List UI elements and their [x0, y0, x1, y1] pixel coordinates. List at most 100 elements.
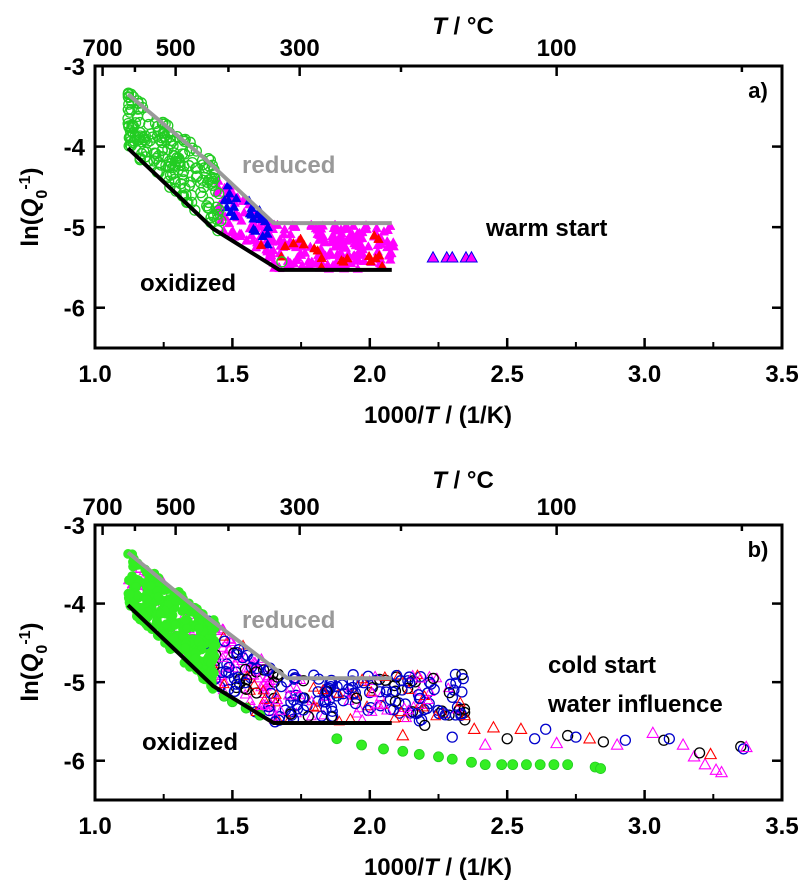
data-point-triangle [328, 222, 340, 232]
data-point-triangle [223, 217, 235, 228]
x-axis-label: 1000/T / (1/K) [364, 402, 512, 429]
data-point-circle [134, 116, 146, 129]
data-point-triangle [219, 194, 230, 205]
data-point-circle [190, 171, 203, 183]
data-point-triangle [298, 239, 309, 249]
data-point-circle [169, 176, 181, 188]
data-point-triangle [382, 241, 393, 252]
top-tick-label: 500 [156, 35, 196, 62]
data-point-circle [425, 678, 437, 690]
data-point-triangle [224, 188, 235, 198]
top-axis-label: T / °C [432, 13, 494, 40]
data-point-triangle [426, 250, 440, 263]
data-point-triangle [646, 726, 660, 738]
data-point-circle [195, 187, 207, 199]
data-point-circle [350, 692, 363, 704]
data-point-circle [250, 666, 262, 678]
data-point-triangle [345, 257, 357, 268]
data-point-circle [276, 256, 288, 268]
data-point-triangle [344, 712, 356, 723]
data-point-triangle [316, 252, 327, 262]
data-point-triangle [292, 252, 303, 262]
data-point-dot [534, 759, 546, 771]
data-point-triangle [228, 201, 240, 211]
data-point-circle [229, 685, 241, 698]
data-point-circle [414, 692, 426, 705]
data-point-circle [172, 157, 184, 170]
data-point-triangle [255, 213, 266, 224]
data-point-dot [194, 623, 204, 634]
y-tick-label: -3 [64, 54, 85, 81]
data-point-circle [189, 204, 201, 216]
data-point-dot [496, 759, 508, 771]
data-point-circle [156, 137, 168, 149]
data-point-circle [446, 731, 458, 743]
data-point-circle [165, 157, 178, 169]
data-point-dot [179, 602, 190, 612]
data-point-triangle [445, 250, 459, 263]
data-point-triangle [311, 701, 323, 712]
x-axis-label: 1000/T / (1/K) [364, 854, 512, 881]
data-point-triangle [241, 235, 252, 245]
data-point-circle [325, 674, 338, 687]
top-tick-label: 300 [280, 494, 320, 521]
data-point-dot [548, 759, 560, 771]
data-point-circle [218, 635, 231, 647]
top-tick-label: 700 [83, 494, 123, 521]
data-point-triangle [378, 226, 390, 236]
x-tick-label: 1.5 [216, 361, 249, 388]
data-point-triangle [423, 670, 436, 681]
data-point-triangle [417, 701, 429, 712]
data-point-circle [389, 695, 402, 708]
trend-lines [126, 92, 392, 272]
tick-labels: 1.0 1.5 2.0 2.5 3.0 3.5 -3 -4 -5 -6 700 500 300 100 [64, 35, 799, 388]
data-point-circle [404, 677, 416, 689]
data-point-triangle [478, 737, 492, 750]
data-point-triangle [365, 256, 376, 266]
data-point-dot [562, 759, 574, 771]
data-point-circle [419, 719, 431, 732]
data-point-circle [263, 704, 275, 717]
data-point-triangle [401, 712, 413, 723]
data-point-circle [390, 669, 403, 682]
data-point-dot [182, 623, 192, 634]
y-tick-label: -3 [64, 513, 85, 540]
data-point-triangle [231, 192, 242, 203]
data-point-triangle [366, 687, 378, 698]
data-point-dot [433, 751, 444, 763]
data-point-triangle [218, 678, 230, 689]
data-point-circle [396, 684, 408, 696]
data-point-circle [263, 701, 275, 713]
annotation-water-influence: water influence [547, 691, 723, 718]
top-tick-label: 100 [537, 494, 577, 521]
data-point-dot [397, 745, 409, 757]
data-point-circle [449, 668, 462, 681]
data-point-dot [206, 658, 216, 668]
x-tick-label: 3.0 [628, 813, 661, 840]
data-point-circle [326, 705, 338, 717]
tick-labels: 1.0 1.5 2.0 2.5 3.0 3.5 -3 -4 -5 -6 700 500 300 100 [64, 494, 799, 840]
data-point-triangle [236, 654, 248, 665]
data-point-triangle [353, 702, 365, 713]
x-tick-label: 2.0 [353, 813, 386, 840]
data-point-triangle [253, 672, 265, 683]
data-point-circle [443, 686, 456, 699]
x-tick-label: 3.5 [765, 813, 798, 840]
x-tick-label: 1.5 [216, 813, 249, 840]
data-point-triangle [343, 223, 354, 233]
data-point-triangle [258, 693, 271, 704]
y-tick-label: -4 [64, 592, 86, 619]
data-point-dot [155, 608, 166, 619]
data-point-triangle [464, 250, 479, 263]
data-point-triangle [265, 247, 276, 257]
data-point-circle [175, 178, 187, 190]
data-point-circle [134, 152, 146, 164]
data-point-circle [205, 212, 217, 224]
data-point-circle [403, 671, 415, 683]
x-tick-label: 1.0 [78, 361, 111, 388]
data-point-dot [180, 615, 191, 625]
x-tick-label: 2.5 [491, 813, 524, 840]
data-point-circle [312, 686, 324, 698]
data-point-triangle [312, 245, 323, 255]
